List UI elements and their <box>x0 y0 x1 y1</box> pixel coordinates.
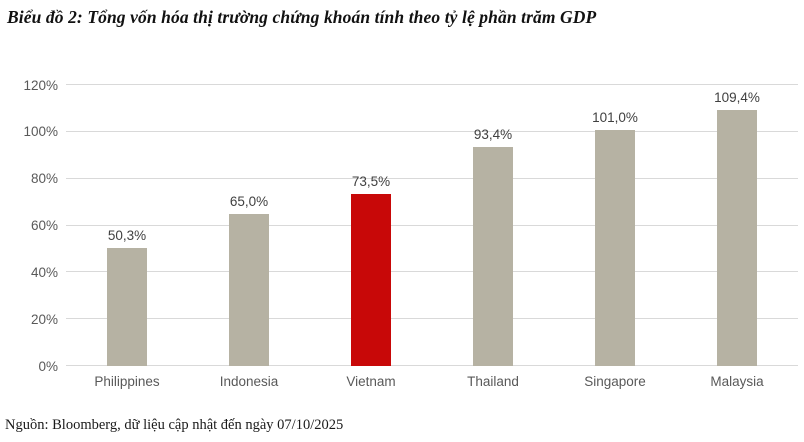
y-axis-tick-label: 20% <box>30 311 58 327</box>
x-axis: Philippines Indonesia Vietnam Thailand Singa… <box>66 374 798 389</box>
x-axis-label-philippines: Philippines <box>94 374 160 389</box>
bar-indonesia <box>229 213 269 366</box>
y-axis-tick-label: 100% <box>23 124 58 140</box>
bar-thailand <box>473 147 513 366</box>
bar-value-label-indonesia: 65,0% <box>229 193 269 209</box>
bar-column-singapore: 101,0% <box>554 85 676 366</box>
bar-column-malaysia: 109,4% <box>676 85 798 366</box>
gridline <box>66 84 798 85</box>
bar-value-label-singapore: 101,0% <box>592 109 638 125</box>
bar-value-label-malaysia: 109,4% <box>714 89 760 105</box>
gridline <box>66 365 798 366</box>
source-note: Nguồn: Bloomberg, dữ liệu cập nhật đến n… <box>5 417 344 433</box>
gridline <box>66 318 798 320</box>
y-axis-tick-label: 80% <box>30 170 58 186</box>
plot-area: 50,3% 65,0% 73,5% 93,4% 101,0% 109,4% <box>66 84 798 366</box>
bar-column-indonesia: 65,0% <box>188 85 310 366</box>
y-axis-tick-label: 40% <box>30 264 58 280</box>
gridline <box>66 177 798 179</box>
bar-column-vietnam: 73,5% <box>310 85 432 366</box>
chart-title: Biểu đồ 2: Tổng vốn hóa thị trường chứng… <box>7 7 597 27</box>
y-axis: 0% 20% 40% 60% 80% 100% 120% <box>0 78 58 372</box>
gridline <box>66 224 798 226</box>
bars-row: 50,3% 65,0% 73,5% 93,4% 101,0% 109,4% <box>66 85 798 366</box>
x-axis-label-malaysia: Malaysia <box>710 374 764 389</box>
bar-column-philippines: 50,3% <box>66 85 188 366</box>
bar-value-label-thailand: 93,4% <box>473 127 513 143</box>
y-axis-tick-label: 0% <box>38 358 58 374</box>
bar-value-label-vietnam: 73,5% <box>351 173 391 189</box>
x-axis-label-indonesia: Indonesia <box>219 374 279 389</box>
bar-singapore <box>595 129 635 366</box>
y-axis-tick-label: 120% <box>23 77 58 93</box>
gridline <box>66 130 798 132</box>
gridline <box>66 271 798 273</box>
x-axis-label-vietnam: Vietnam <box>346 374 396 389</box>
bar-philippines <box>107 248 147 366</box>
x-axis-label-singapore: Singapore <box>584 374 646 389</box>
bar-malaysia <box>717 109 757 366</box>
y-axis-tick-label: 60% <box>30 217 58 233</box>
bar-vietnam <box>351 193 391 366</box>
bar-column-thailand: 93,4% <box>432 85 554 366</box>
bar-value-label-philippines: 50,3% <box>107 228 147 244</box>
x-axis-label-thailand: Thailand <box>467 374 519 389</box>
